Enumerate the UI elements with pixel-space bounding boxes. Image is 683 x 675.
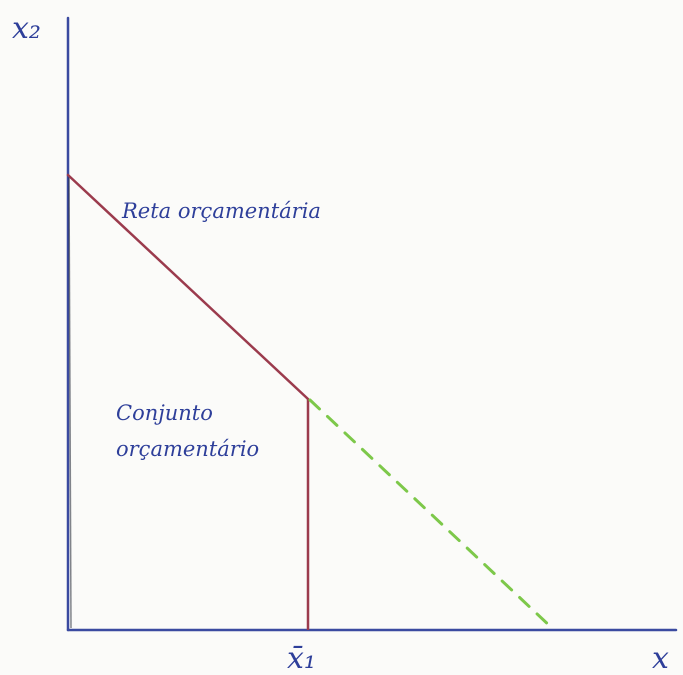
- y-axis-label: x₂: [12, 11, 41, 46]
- budget-line-dashed-extension: [308, 398, 554, 630]
- budget-line: [66, 173, 310, 401]
- budget-set-label-line2: orçamentário: [116, 437, 259, 461]
- budget-line-label: Reta orçamentária: [121, 199, 321, 223]
- x-axis-label: x: [652, 641, 669, 675]
- x-bar-1-tick-label: x̄₁: [287, 641, 316, 675]
- budget-set-label-line1: Conjunto: [116, 401, 213, 425]
- y-axis-lower-segment: [68, 174, 72, 629]
